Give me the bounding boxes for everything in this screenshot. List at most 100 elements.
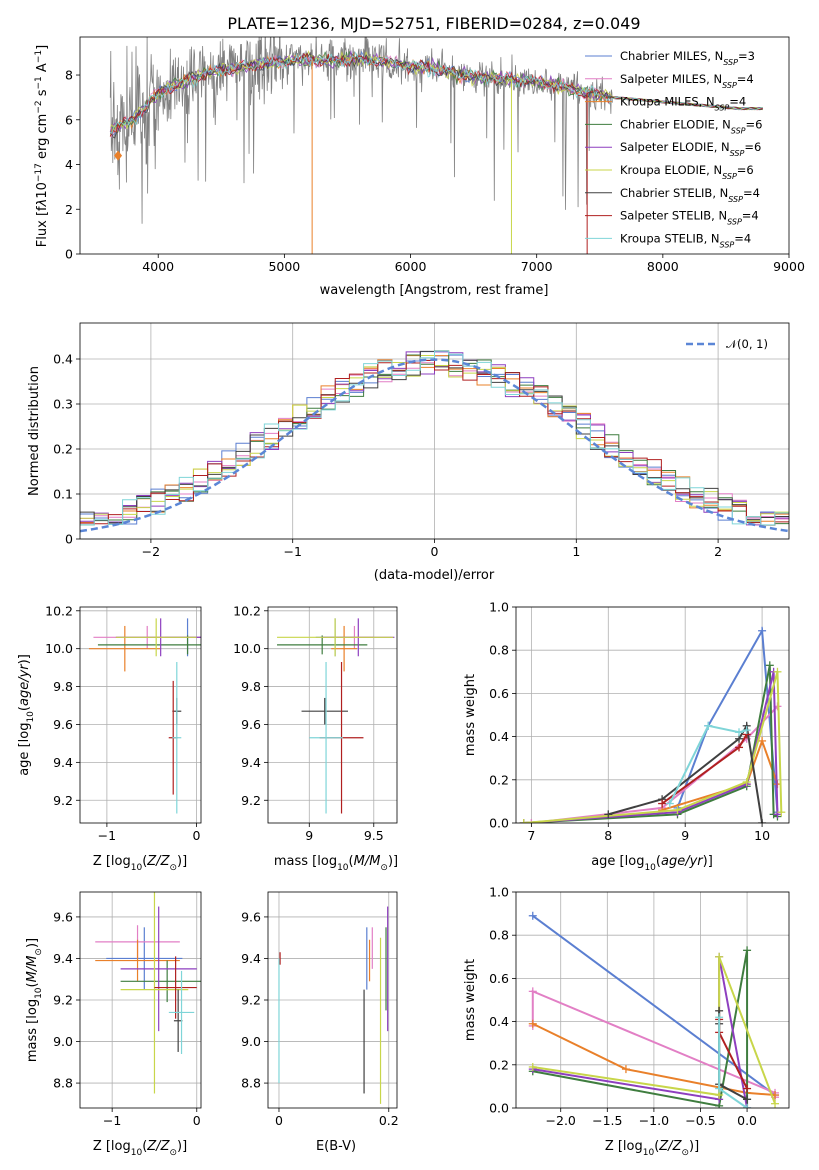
plus-marker bbox=[743, 946, 752, 955]
y-tick-label: 1.0 bbox=[489, 600, 509, 615]
x-tick-label: −2 bbox=[142, 544, 160, 559]
x-tick-label: 8000 bbox=[647, 259, 679, 274]
plus-marker bbox=[735, 743, 744, 752]
y-axis-label: Normed distribution bbox=[27, 366, 42, 496]
plus-marker bbox=[658, 799, 667, 808]
gridlines bbox=[268, 892, 397, 1108]
plus-marker bbox=[604, 810, 613, 819]
x-tick-label: −1.0 bbox=[639, 1113, 669, 1128]
y-tick-label: 10.2 bbox=[233, 603, 261, 618]
histogram-step bbox=[80, 350, 789, 526]
spectrum-start-marker bbox=[114, 150, 123, 161]
x-axis-label: wavelength [Angstrom, rest frame] bbox=[320, 283, 549, 298]
plus-marker bbox=[743, 1104, 752, 1108]
x-tick-label: 0.0 bbox=[737, 1113, 757, 1128]
panel-mass-vs-ebv: 0 0.2 8.8 9.0 9.2 9.4 9.6 E(B-V) bbox=[241, 891, 399, 1154]
panel-spectrum: 4000 5000 6000 7000 8000 9000 0 2 4 6 8 wavelength … bbox=[34, 36, 805, 298]
y-tick-label: 6 bbox=[65, 112, 73, 127]
x-tick-label: 1 bbox=[572, 544, 580, 559]
normal-curve bbox=[80, 358, 789, 533]
errorbar-point bbox=[115, 618, 197, 657]
x-tick-label: 4000 bbox=[142, 259, 174, 274]
plus-marker bbox=[665, 799, 674, 808]
gridlines bbox=[80, 607, 201, 823]
x-axis-label: (data-model)/error bbox=[374, 568, 495, 583]
legend-entry: Salpeter ELODIE, NSSP=6 bbox=[620, 140, 761, 158]
plot-area bbox=[277, 618, 395, 814]
series-line bbox=[532, 1022, 776, 1097]
errorbar-point bbox=[120, 960, 201, 1003]
y-tick-label: 9.2 bbox=[53, 793, 73, 808]
series-line bbox=[661, 737, 779, 811]
y-tick-label: 9.4 bbox=[241, 951, 261, 966]
plus-marker bbox=[735, 728, 744, 737]
plus-marker bbox=[773, 667, 782, 676]
errorbar-point bbox=[172, 661, 182, 814]
errorbar-point bbox=[106, 927, 183, 990]
y-tick-label: 0.3 bbox=[53, 397, 73, 412]
y-tick-label: 9.2 bbox=[241, 993, 261, 1008]
y-tick-label: 9.6 bbox=[53, 717, 73, 732]
y-tick-label: 8 bbox=[65, 68, 73, 83]
y-tick-label: 0.8 bbox=[489, 643, 509, 658]
plus-marker bbox=[704, 721, 713, 730]
chart-panels: 4000 5000 6000 7000 8000 900002468wavelength … bbox=[17, 36, 805, 1158]
plus-marker bbox=[715, 1084, 724, 1093]
plus-marker bbox=[715, 952, 724, 961]
plot-area bbox=[88, 618, 201, 814]
y-tick-label: 10.0 bbox=[45, 641, 73, 656]
plus-marker bbox=[715, 1013, 724, 1022]
x-tick-label: 9 bbox=[681, 828, 689, 843]
legend-entry: Chabrier MILES, NSSP=3 bbox=[620, 49, 755, 67]
gridlines bbox=[268, 607, 397, 823]
axis-frame bbox=[79, 606, 202, 824]
histogram-step bbox=[80, 359, 789, 526]
plot-area bbox=[278, 906, 389, 1104]
gridlines bbox=[516, 606, 789, 824]
axis-frame bbox=[79, 322, 790, 540]
x-tick-label: 0 bbox=[193, 1113, 201, 1128]
y-tick-label: 9.6 bbox=[53, 909, 73, 924]
plot-area bbox=[528, 911, 780, 1108]
plus-marker bbox=[758, 819, 767, 823]
panel-residuals: −2 −1 0 1 2 0 0.1 0.2 0.3 0.4 𝒩(0, 1) (data-model)/… bbox=[27, 322, 790, 583]
x-tick-label: −1 bbox=[103, 1113, 121, 1128]
figure-title: PLATE=1236, MJD=52751, FIBERID=0284, z=0… bbox=[227, 14, 640, 33]
plus-marker bbox=[743, 1084, 752, 1093]
errorbar-point bbox=[88, 625, 161, 672]
y-tick-label: 2 bbox=[65, 202, 73, 217]
errorbar-point bbox=[301, 697, 348, 725]
series-line bbox=[531, 705, 779, 823]
x-axis-label: Z [log10(Z/Z⊙)] bbox=[93, 1139, 187, 1158]
y-tick-label: 0.4 bbox=[489, 1014, 509, 1029]
y-tick-label: 9.4 bbox=[53, 755, 73, 770]
x-tick-label: 7000 bbox=[521, 259, 553, 274]
y-tick-label: 8.8 bbox=[241, 1076, 261, 1091]
y-tick-label: 8.8 bbox=[53, 1076, 73, 1091]
x-axis-label: age [log10(age/yr)] bbox=[591, 854, 713, 873]
y-tick-label: 4 bbox=[65, 157, 73, 172]
x-axis-label: Z [log10(Z/Z⊙)] bbox=[93, 854, 187, 873]
series-line bbox=[676, 627, 779, 813]
panel-massweight-vs-age: 7 8 9 10 0.0 0.2 0.4 0.6 0.8 1.0 age [log10(age/yr… bbox=[463, 600, 790, 873]
x-tick-label: 0 bbox=[193, 828, 201, 843]
x-tick-label: 5000 bbox=[268, 259, 300, 274]
plus-marker bbox=[771, 1099, 780, 1108]
plus-marker bbox=[528, 987, 537, 996]
y-axis-label: age [log10(age/yr)] bbox=[17, 654, 36, 776]
errorbar-point bbox=[120, 892, 189, 1094]
y-tick-label: 9.2 bbox=[241, 793, 261, 808]
y-tick-label: 9.2 bbox=[53, 993, 73, 1008]
y-tick-label: 0.2 bbox=[53, 442, 73, 457]
y-tick-label: 10.2 bbox=[45, 603, 73, 618]
y-tick-label: 9.6 bbox=[241, 909, 261, 924]
x-axis-label: E(B-V) bbox=[316, 1139, 356, 1154]
y-axis-label: mass weight bbox=[463, 959, 478, 1041]
errorbar-point bbox=[309, 661, 343, 814]
x-axis-label: Z [log10(Z/Z⊙)] bbox=[605, 1139, 699, 1158]
x-axis-label: mass [log10(M/M⊙)] bbox=[274, 854, 398, 873]
legend-entry: Chabrier ELODIE, NSSP=6 bbox=[620, 117, 762, 135]
gridlines bbox=[80, 892, 201, 1108]
legend: Chabrier MILES, NSSP=3 Salpeter MILES, NS… bbox=[585, 49, 762, 249]
plus-marker bbox=[621, 1065, 630, 1074]
